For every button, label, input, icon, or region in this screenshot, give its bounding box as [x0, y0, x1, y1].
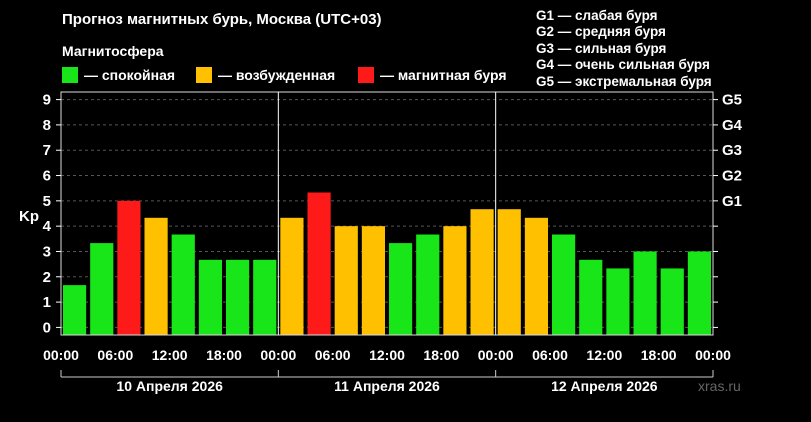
chart-title: Прогноз магнитных бурь, Москва (UTC+03) [62, 11, 382, 28]
bar [389, 243, 413, 335]
legend-item-storm: — магнитная буря [358, 66, 507, 84]
x-tick-label: 12:00 [369, 347, 405, 363]
y-tick-label: 6 [43, 168, 51, 185]
g-scale-g2: G2 — средняя буря [536, 24, 666, 40]
bar [307, 192, 331, 335]
g-scale-g3: G3 — сильная буря [536, 40, 667, 56]
x-tick-label: 18:00 [423, 347, 459, 363]
g-tick-label: G4 [722, 117, 743, 134]
x-tick-label: 18:00 [641, 347, 677, 363]
y-tick-label: 0 [43, 319, 51, 336]
bar [117, 200, 141, 335]
bar [524, 217, 548, 335]
plot-frame [60, 91, 714, 336]
y-axis-label: Kp [19, 208, 39, 225]
y-tick-label: 8 [43, 117, 51, 134]
bar [226, 259, 250, 335]
bar [579, 259, 603, 335]
bar [253, 259, 277, 335]
bar [470, 209, 494, 335]
x-tick-label: 06:00 [532, 347, 568, 363]
g-scale-g5: G5 — экстремальная буря [536, 73, 712, 89]
legend-title: Магнитосфера [62, 43, 164, 59]
x-tick-label: 06:00 [315, 347, 351, 363]
bar [660, 268, 684, 335]
g-scale-legend: G1 — слабая буря G2 — средняя буря G3 — … [536, 8, 712, 90]
bar [687, 251, 711, 335]
bar [198, 259, 222, 335]
watermark: xras.ru [698, 378, 741, 394]
y-tick-label: 2 [43, 269, 51, 286]
y-tick-label: 9 [43, 92, 51, 109]
x-tick-label: 00:00 [695, 347, 731, 363]
legend-label-active: — возбужденная [218, 67, 336, 83]
g-tick-label: G5 [722, 92, 742, 109]
legend-swatch-storm [358, 67, 374, 83]
bar [280, 217, 304, 335]
legend-label-quiet: — спокойная [84, 67, 176, 83]
bar [606, 268, 630, 335]
legend-swatch-quiet [62, 67, 78, 83]
g-tick-label: G2 [722, 168, 742, 185]
y-tick-label: 3 [43, 243, 51, 260]
bar [334, 226, 358, 335]
g-scale-g4: G4 — очень сильная буря [536, 57, 710, 73]
bar [171, 234, 195, 335]
y-tick-label: 7 [43, 142, 51, 159]
bar [90, 243, 114, 335]
x-tick-label: 00:00 [478, 347, 514, 363]
bar [361, 226, 385, 335]
legend-item-quiet: — спокойная [62, 66, 175, 84]
x-tick-label: 00:00 [43, 347, 79, 363]
legend-swatch-active [196, 67, 212, 83]
x-tick-label: 06:00 [97, 347, 133, 363]
g-tick-label: G1 [722, 193, 742, 210]
x-tick-label: 18:00 [206, 347, 242, 363]
bar [144, 217, 168, 335]
bar [63, 285, 87, 335]
day-label: 10 Апреля 2026 [116, 378, 223, 394]
day-label: 11 Апреля 2026 [334, 378, 440, 394]
bar [552, 234, 576, 335]
bar [416, 234, 440, 335]
g-scale-g1: G1 — слабая буря [536, 8, 658, 23]
x-tick-label: 00:00 [260, 347, 296, 363]
x-tick-label: 12:00 [586, 347, 622, 363]
bar [497, 209, 521, 335]
y-tick-label: 1 [43, 294, 51, 311]
legend-label-storm: — магнитная буря [380, 67, 507, 83]
g-tick-label: G3 [722, 142, 742, 159]
y-tick-label: 4 [43, 218, 52, 235]
bar [443, 226, 467, 335]
bar [633, 251, 657, 335]
legend-item-active: — возбужденная [196, 66, 335, 84]
x-tick-label: 12:00 [152, 347, 188, 363]
y-tick-label: 5 [43, 193, 51, 210]
day-label: 12 Апреля 2026 [551, 378, 658, 394]
